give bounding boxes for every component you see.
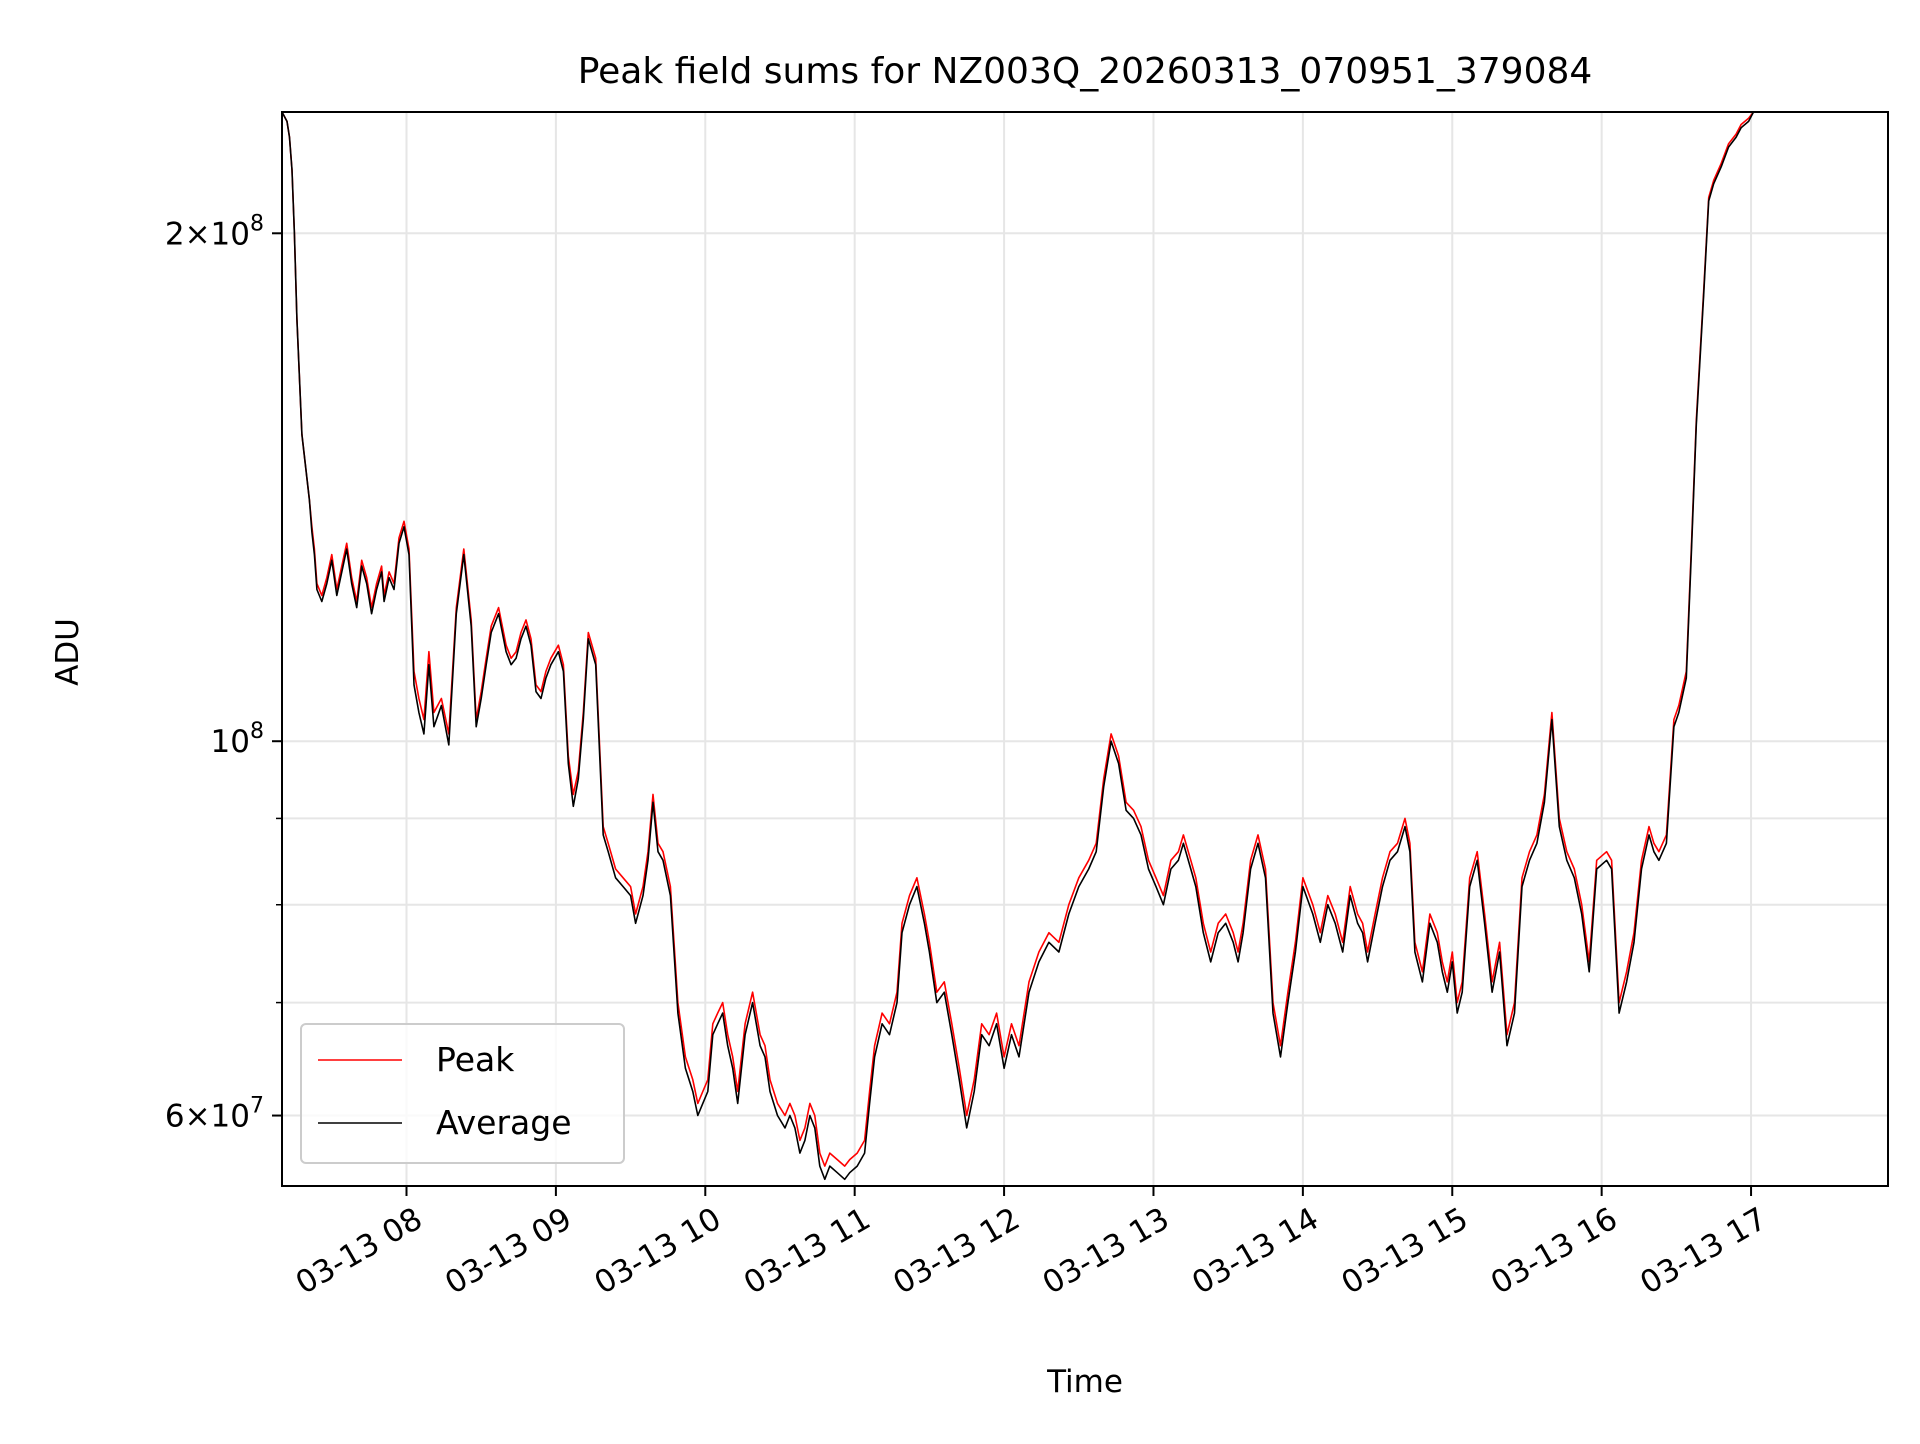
- legend-label-average: Average: [436, 1103, 572, 1142]
- plot-frame: [281, 111, 1889, 1187]
- grid-lines: [282, 112, 1888, 1186]
- y-axis-label: ADU: [50, 618, 86, 686]
- legend-box: [300, 1023, 625, 1164]
- legend-label-peak: Peak: [436, 1040, 515, 1079]
- y-tick-label: 6×107: [165, 1094, 264, 1135]
- y-axis-ticks: 6×107 108 2×108: [165, 211, 282, 1135]
- y-tick-label: 108: [211, 719, 264, 760]
- legend: Peak Average: [300, 1023, 625, 1164]
- series-line-average: [281, 111, 1755, 1181]
- series-lines: [281, 111, 1755, 1181]
- y-tick-label: 2×108: [165, 211, 264, 252]
- chart-title: Peak field sums for NZ003Q_20260313_0709…: [578, 51, 1593, 92]
- x-axis-label: Time: [1046, 1364, 1123, 1400]
